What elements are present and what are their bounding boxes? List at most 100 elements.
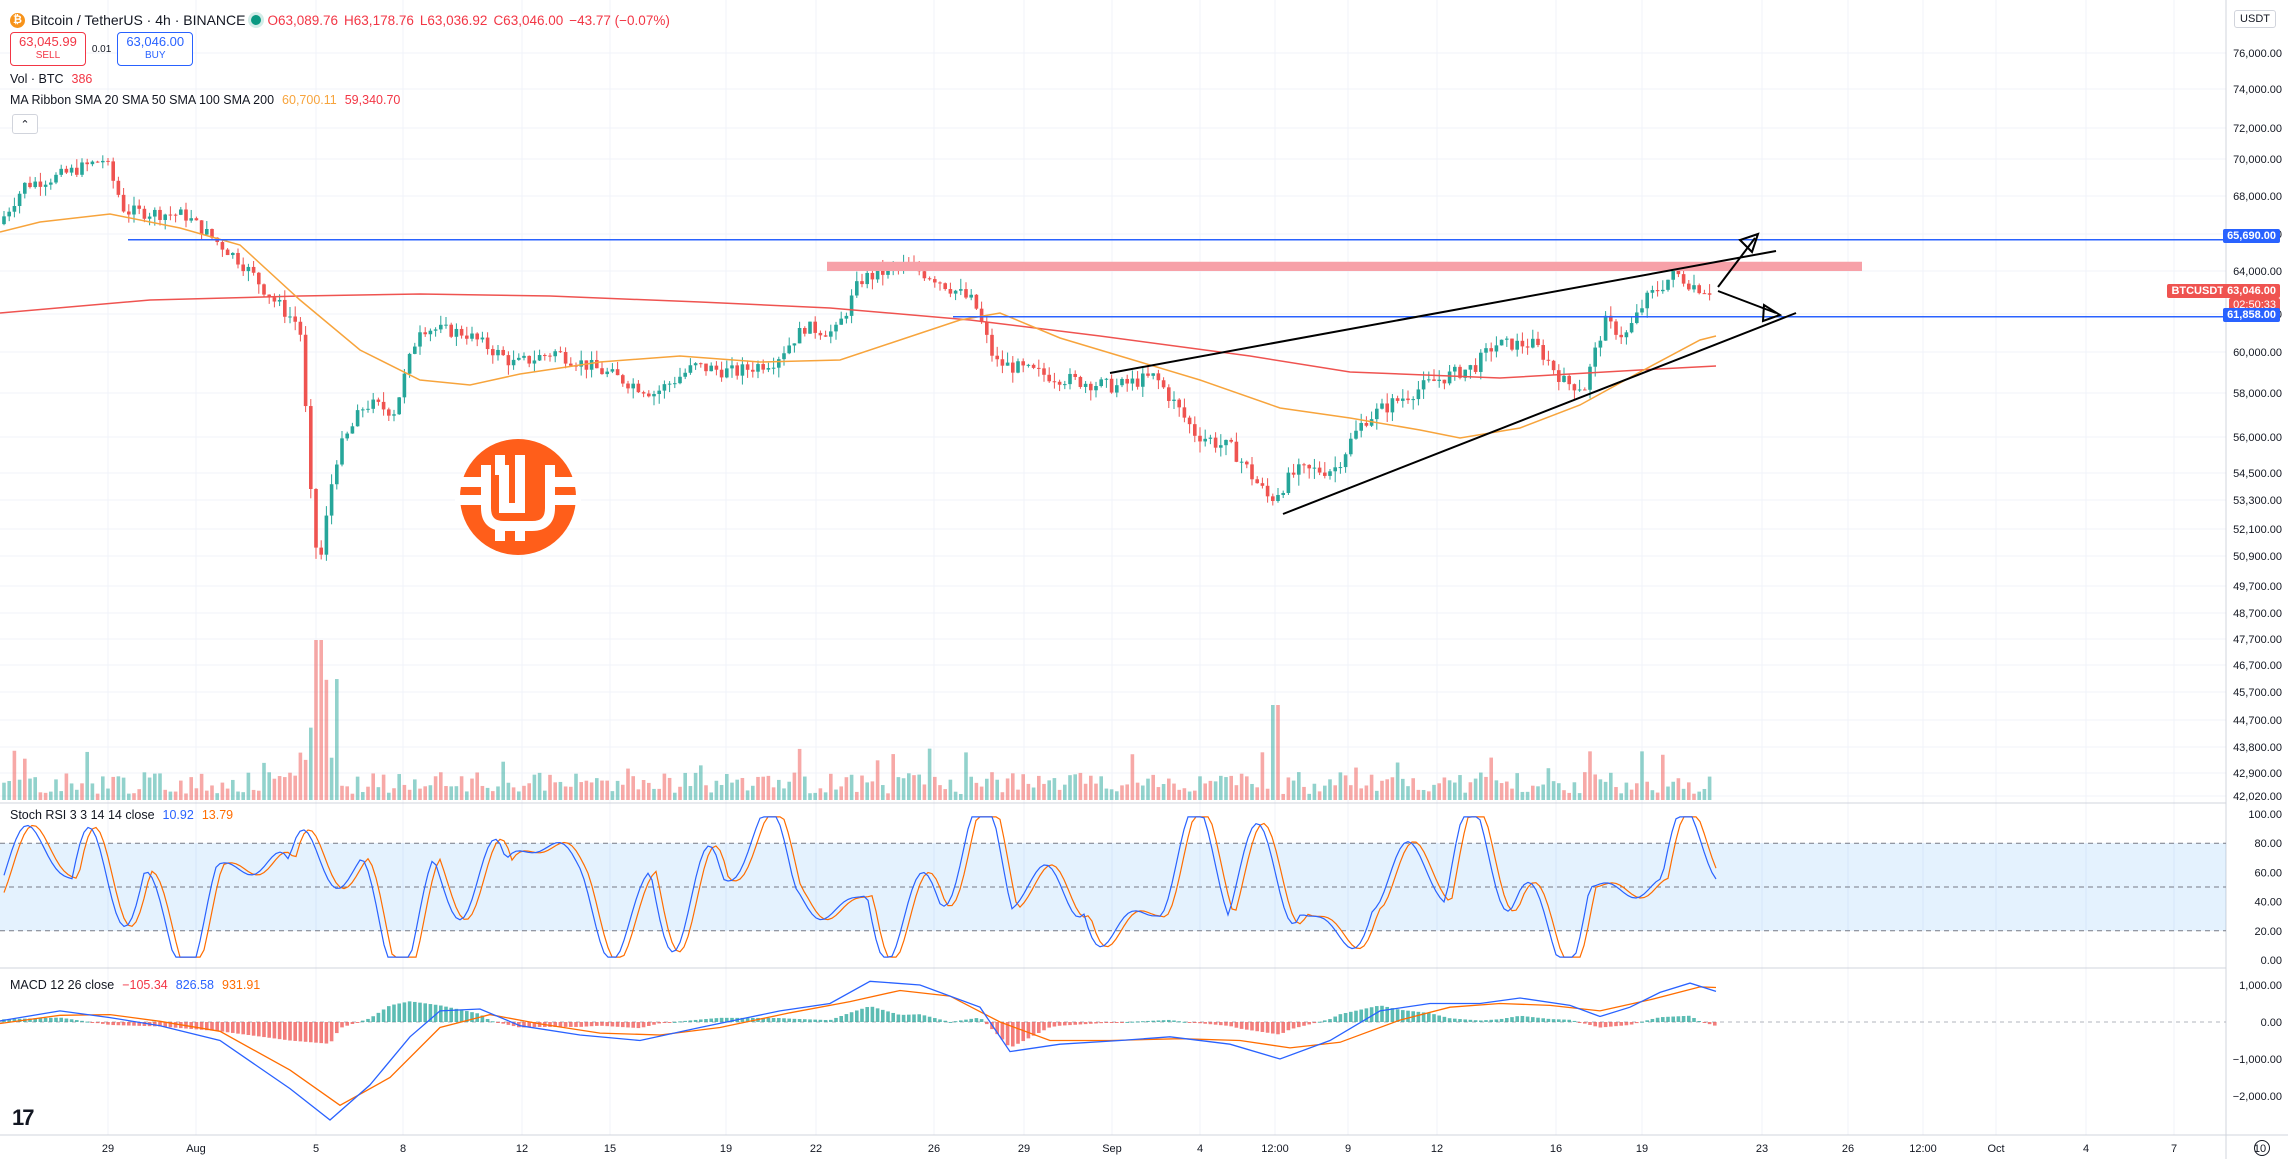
volume-legend[interactable]: Vol · BTC 386 <box>10 72 92 86</box>
volume-bar <box>1161 784 1166 800</box>
candle <box>1551 360 1556 371</box>
candle <box>392 414 396 416</box>
volume-bar <box>1125 784 1129 800</box>
candle <box>990 334 994 356</box>
candle <box>1078 376 1083 387</box>
volume-bar <box>1343 775 1348 800</box>
volume-bar <box>1655 792 1660 800</box>
candle <box>1458 366 1462 378</box>
gear-icon[interactable] <box>2254 1140 2270 1156</box>
candle <box>1447 371 1452 384</box>
macd-histogram-bar <box>1011 1022 1015 1047</box>
volume-bar <box>1151 774 1155 800</box>
volume-bar <box>147 777 152 800</box>
volume-bar <box>605 780 609 800</box>
collapse-legend-button[interactable]: ⌃ <box>12 114 38 134</box>
volume-bar <box>756 776 760 800</box>
volume-bar <box>1099 776 1103 800</box>
volume-bar <box>111 776 115 800</box>
macd-histogram-bar <box>1068 1022 1072 1026</box>
volume-bar <box>1333 785 1337 800</box>
macd-histogram-bar <box>402 1002 407 1022</box>
volume-bar <box>699 765 703 800</box>
volume-bar <box>303 759 308 800</box>
volume-bar <box>459 776 464 800</box>
ma-ribbon-legend[interactable]: MA Ribbon SMA 20 SMA 50 SMA 100 SMA 200 … <box>10 93 400 107</box>
candle <box>38 181 43 187</box>
volume-bar <box>1463 792 1467 800</box>
candle <box>1484 348 1488 353</box>
candle <box>761 364 765 370</box>
candle <box>985 322 989 335</box>
volume-bar <box>771 787 776 800</box>
candle <box>1427 379 1431 381</box>
symbol-title[interactable]: Bitcoin / TetherUS · 4h · BINANCE <box>31 12 246 28</box>
volume-bar <box>657 788 661 800</box>
macd-histogram-bar <box>506 1022 511 1025</box>
macd-histogram-bar <box>1182 1021 1187 1023</box>
candle <box>834 324 838 332</box>
buy-button[interactable]: 63,046.00 BUY <box>117 32 194 66</box>
stoch-tick-label: 20.00 <box>2254 926 2282 938</box>
volume-bar <box>1037 775 1041 800</box>
currency-selector[interactable]: USDT <box>2234 10 2276 28</box>
macd-histogram-bar <box>1406 1010 1410 1022</box>
macd-histogram-bar <box>1099 1022 1103 1024</box>
candle <box>922 271 927 279</box>
candle <box>522 355 526 358</box>
volume-bar <box>1302 786 1306 800</box>
macd-histogram-bar <box>428 1004 433 1022</box>
volume-bar <box>1629 789 1634 800</box>
volume-bar <box>1104 788 1109 800</box>
macd-histogram-bar <box>1187 1022 1192 1023</box>
volume-bar <box>90 783 95 800</box>
macd-histogram-bar <box>1021 1022 1025 1042</box>
tradingview-logo[interactable]: 17 <box>12 1105 35 1130</box>
candle <box>1603 315 1608 341</box>
volume-bar <box>891 754 895 800</box>
candle <box>1531 338 1535 348</box>
sell-button[interactable]: 63,045.99 SELL <box>10 32 86 66</box>
volume-bar <box>647 782 651 800</box>
candle <box>1442 379 1447 384</box>
macd-histogram-bar <box>673 1021 677 1023</box>
macd-histogram-bar <box>1255 1022 1259 1032</box>
candle <box>673 383 677 385</box>
macd-histogram-bar <box>1260 1022 1265 1032</box>
macd-histogram-bar <box>324 1022 329 1044</box>
symbol-header: ₿ Bitcoin / TetherUS · 4h · BINANCE O63,… <box>10 8 670 32</box>
volume-bar <box>1271 705 1275 800</box>
volume-bar <box>1385 779 1389 800</box>
stoch-rsi-legend[interactable]: Stoch RSI 3 3 14 14 close 10.92 13.79 <box>10 808 233 822</box>
macd-histogram-bar <box>1089 1022 1093 1024</box>
macd-histogram-bar <box>1395 1009 1400 1022</box>
macd-label: MACD 12 26 close <box>10 978 115 992</box>
macd-histogram-bar <box>1307 1022 1311 1025</box>
volume-bar <box>480 785 485 800</box>
volume-bar <box>511 787 516 800</box>
candle <box>1598 340 1603 348</box>
volume-bar <box>527 783 531 800</box>
price-tick-label: 47,700.00 <box>2233 634 2282 646</box>
macd-histogram-bar <box>137 1022 141 1026</box>
candle <box>1577 389 1582 391</box>
macd-histogram-bar <box>1286 1022 1291 1031</box>
volume-bar <box>241 792 245 800</box>
macd-histogram-bar <box>803 1019 807 1022</box>
volume-bar <box>12 750 17 800</box>
macd-histogram-bar <box>787 1018 791 1022</box>
candle <box>1224 439 1228 446</box>
macd-histogram-bar <box>631 1022 635 1028</box>
macd-histogram-bar <box>480 1015 485 1022</box>
candle <box>1250 464 1254 480</box>
candle <box>1536 338 1540 346</box>
candle <box>803 327 807 334</box>
candle <box>829 331 833 337</box>
macd-histogram-bar <box>1541 1018 1545 1022</box>
candle <box>1510 338 1514 350</box>
volume-bar <box>553 782 557 800</box>
candle <box>1286 472 1291 493</box>
volume-bar <box>995 779 999 800</box>
macd-legend[interactable]: MACD 12 26 close −105.34 826.58 931.91 <box>10 978 260 992</box>
